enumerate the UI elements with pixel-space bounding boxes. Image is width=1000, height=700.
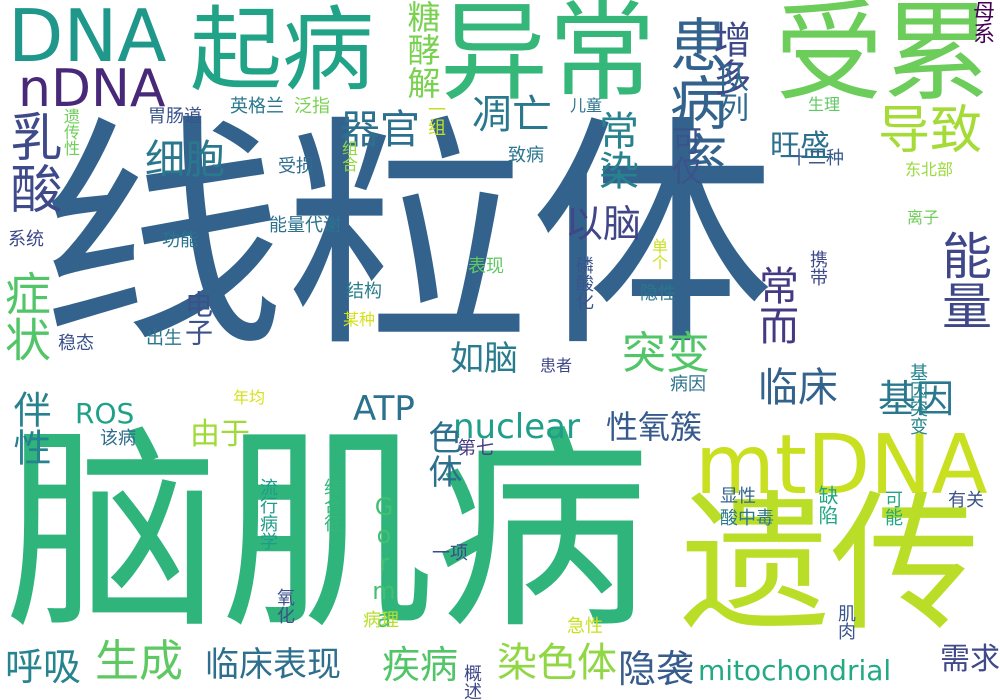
word-term-13: 器官	[340, 107, 420, 153]
word-term-86: 氧化	[274, 588, 295, 624]
word-term-87: 病理	[363, 610, 399, 631]
word-term-64: 单个	[649, 238, 668, 270]
word-term-35: 色体	[422, 420, 462, 488]
word-term-56: 受损	[278, 156, 314, 177]
word-term-40: 疾病	[382, 643, 459, 687]
word-term-4: 受累	[775, 0, 992, 116]
word-term-28: 基因	[878, 377, 955, 421]
word-term-39: 临床表现	[205, 645, 341, 685]
word-term-46: 胃肠道	[148, 106, 202, 127]
word-term-26: 突变	[622, 328, 710, 379]
word-term-78: 综合征	[321, 478, 342, 532]
word-term-58: 东北部	[905, 160, 954, 179]
word-term-51: 生理	[808, 95, 841, 114]
word-dna: DNA	[8, 0, 167, 78]
word-term-79: 流行病学	[257, 478, 278, 550]
word-term-84: 有关	[948, 490, 984, 511]
word-term-48: 泛指	[294, 96, 330, 117]
word-term-27: 临床	[758, 365, 838, 411]
word-term-76: 第七	[458, 438, 494, 459]
word-term-70: 出生	[146, 328, 182, 349]
word-term-83: 可能	[882, 490, 903, 526]
word-term-1: 脑肌病	[5, 407, 650, 658]
word-term-25: 伴性	[7, 390, 51, 466]
word-term-41: 染色体	[497, 640, 617, 686]
word-term-16: 增多	[707, 20, 751, 96]
word-term-62: 离子	[907, 208, 940, 227]
word-term-49: 一组	[425, 100, 446, 136]
word-nuclear: nuclear	[453, 407, 580, 447]
word-term-9: 患病率	[660, 15, 728, 189]
word-term-66: 隐性	[640, 283, 676, 304]
word-term-24: 症状	[0, 270, 52, 362]
word-term-22: 能量	[934, 230, 992, 330]
word-term-82: 缺陷	[815, 485, 839, 525]
word-mtdna: mtDNA	[695, 418, 988, 513]
word-term-42: 隐袭	[618, 647, 695, 691]
word-term-75: 该病	[100, 428, 136, 449]
word-term-47: 英格兰	[230, 96, 284, 117]
word-term-89: 肌肉	[835, 604, 856, 640]
word-term-90: 概述	[461, 664, 482, 700]
word-term-60: 功能	[162, 230, 198, 251]
word-term-77: 基因突变	[907, 363, 928, 435]
word-term-21: 以脑	[565, 202, 642, 246]
word-term-72: 患者	[540, 356, 573, 375]
word-term-11: 乳酸	[1, 110, 61, 214]
word-ros: ROS	[75, 397, 135, 430]
word-term-65: 表现	[468, 256, 504, 277]
word-term-53: 遗传性	[61, 108, 80, 156]
word-atp: ATP	[353, 389, 415, 429]
word-term-19: 旺盛	[770, 129, 830, 164]
word-gorma: Gorma	[370, 493, 398, 633]
word-term-52: 母系	[969, 0, 994, 44]
word-term-0: 线粒体	[40, 95, 775, 380]
word-term-34: 由于	[190, 417, 250, 452]
word-term-54: 组合	[339, 140, 358, 172]
word-term-80: 显性	[720, 486, 756, 507]
word-term-50: 儿童	[570, 96, 603, 115]
word-term-37: 呼吸	[5, 645, 82, 689]
word-term-20: 可仅	[666, 125, 701, 185]
word-ndna: nDNA	[18, 59, 166, 119]
word-term-88: 急性	[567, 616, 603, 637]
word-term-67: 磷酸化	[573, 256, 594, 310]
word-term-17: 糖酵解	[402, 0, 441, 99]
word-term-14: 凋亡	[472, 92, 552, 138]
word-term-2: 遗传	[680, 478, 981, 652]
word-term-69: 某种	[343, 310, 376, 329]
word-term-12: 细胞	[145, 137, 225, 183]
word-term-61: 能量代谢	[269, 215, 341, 236]
word-term-18: 队列	[713, 62, 748, 122]
word-term-74: 年均	[233, 388, 266, 407]
word-term-73: 病因	[670, 374, 706, 395]
word-term-15: 常染	[592, 110, 638, 190]
word-term-10: 导致	[878, 101, 983, 161]
word-term-71: 稳态	[58, 333, 94, 354]
word-mitochondrial: mitochondrial	[698, 654, 892, 687]
word-term-29: 如脑	[450, 339, 518, 379]
word-term-38: 生成	[95, 636, 183, 687]
word-term-36: 电子	[181, 290, 214, 346]
word-term-59: 系统	[8, 229, 44, 250]
word-term-32: 性氧簇	[606, 408, 703, 446]
word-term-55: 致病	[508, 145, 544, 166]
word-term-57: 十二种	[790, 148, 844, 169]
word-term-44: 需求	[940, 642, 1000, 677]
word-term-85: 一项	[432, 543, 468, 564]
word-term-68: 结构	[346, 281, 382, 302]
word-term-5: 起病	[190, 0, 375, 104]
word-term-63: 携带	[807, 250, 828, 286]
word-term-81: 酸中毒	[720, 508, 774, 529]
word-term-3: 异常	[440, 0, 657, 116]
word-term-23: 常而	[752, 265, 798, 345]
